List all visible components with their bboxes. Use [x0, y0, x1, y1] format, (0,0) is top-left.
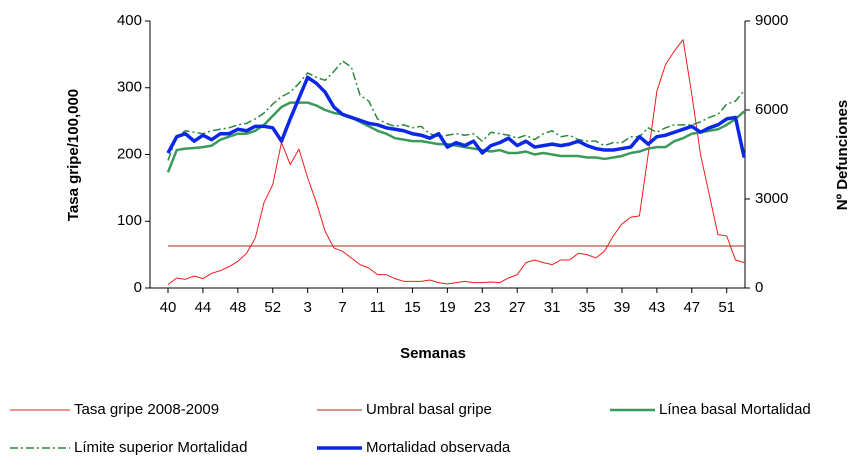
- y-tick-label: 200: [117, 145, 142, 162]
- series-line: [166, 75, 746, 158]
- x-tick-label: 35: [579, 299, 596, 316]
- y-tick-label: 300: [117, 79, 142, 96]
- y2-tick-label: 0: [755, 279, 763, 296]
- legend-label: Umbral basal gripe: [366, 401, 492, 418]
- series-line: [167, 39, 745, 286]
- x-axis-title: Semanas: [400, 345, 466, 362]
- y-tick-label: 400: [117, 12, 142, 29]
- legend-label: Límite superior Mortalidad: [74, 439, 247, 456]
- x-tick-label: 27: [509, 299, 526, 316]
- y-tick-label: 0: [134, 279, 142, 296]
- y2-axis-title: Nº Defunciones: [834, 100, 851, 211]
- x-tick-label: 39: [614, 299, 631, 316]
- x-tick-label: 31: [544, 299, 561, 316]
- x-tick-label: 11: [370, 299, 386, 316]
- x-tick-label: 44: [195, 299, 212, 316]
- x-tick-label: 23: [474, 299, 491, 316]
- x-tick-label: 52: [264, 299, 281, 316]
- x-tick-label: 48: [229, 299, 246, 316]
- legend-label: Línea basal Mortalidad: [659, 401, 811, 418]
- x-tick-label: 3: [304, 299, 312, 316]
- x-tick-label: 19: [439, 299, 456, 316]
- y-axis-title: Tasa gripe/100,000: [65, 89, 82, 221]
- x-tick-label: 40: [160, 299, 177, 316]
- x-tick-label: 47: [683, 299, 700, 316]
- y2-tick-label: 9000: [755, 12, 788, 29]
- x-tick-label: 15: [404, 299, 421, 316]
- x-tick-label: 43: [649, 299, 666, 316]
- x-tick-label: 7: [338, 299, 346, 316]
- x-tick-label: 51: [718, 299, 735, 316]
- series-line: [167, 60, 745, 161]
- y2-tick-label: 3000: [755, 190, 788, 207]
- legend-label: Tasa gripe 2008-2009: [74, 401, 219, 418]
- y-tick-label: 100: [117, 212, 142, 229]
- legend-label: Mortalidad observada: [366, 439, 511, 456]
- y2-tick-label: 6000: [755, 101, 788, 118]
